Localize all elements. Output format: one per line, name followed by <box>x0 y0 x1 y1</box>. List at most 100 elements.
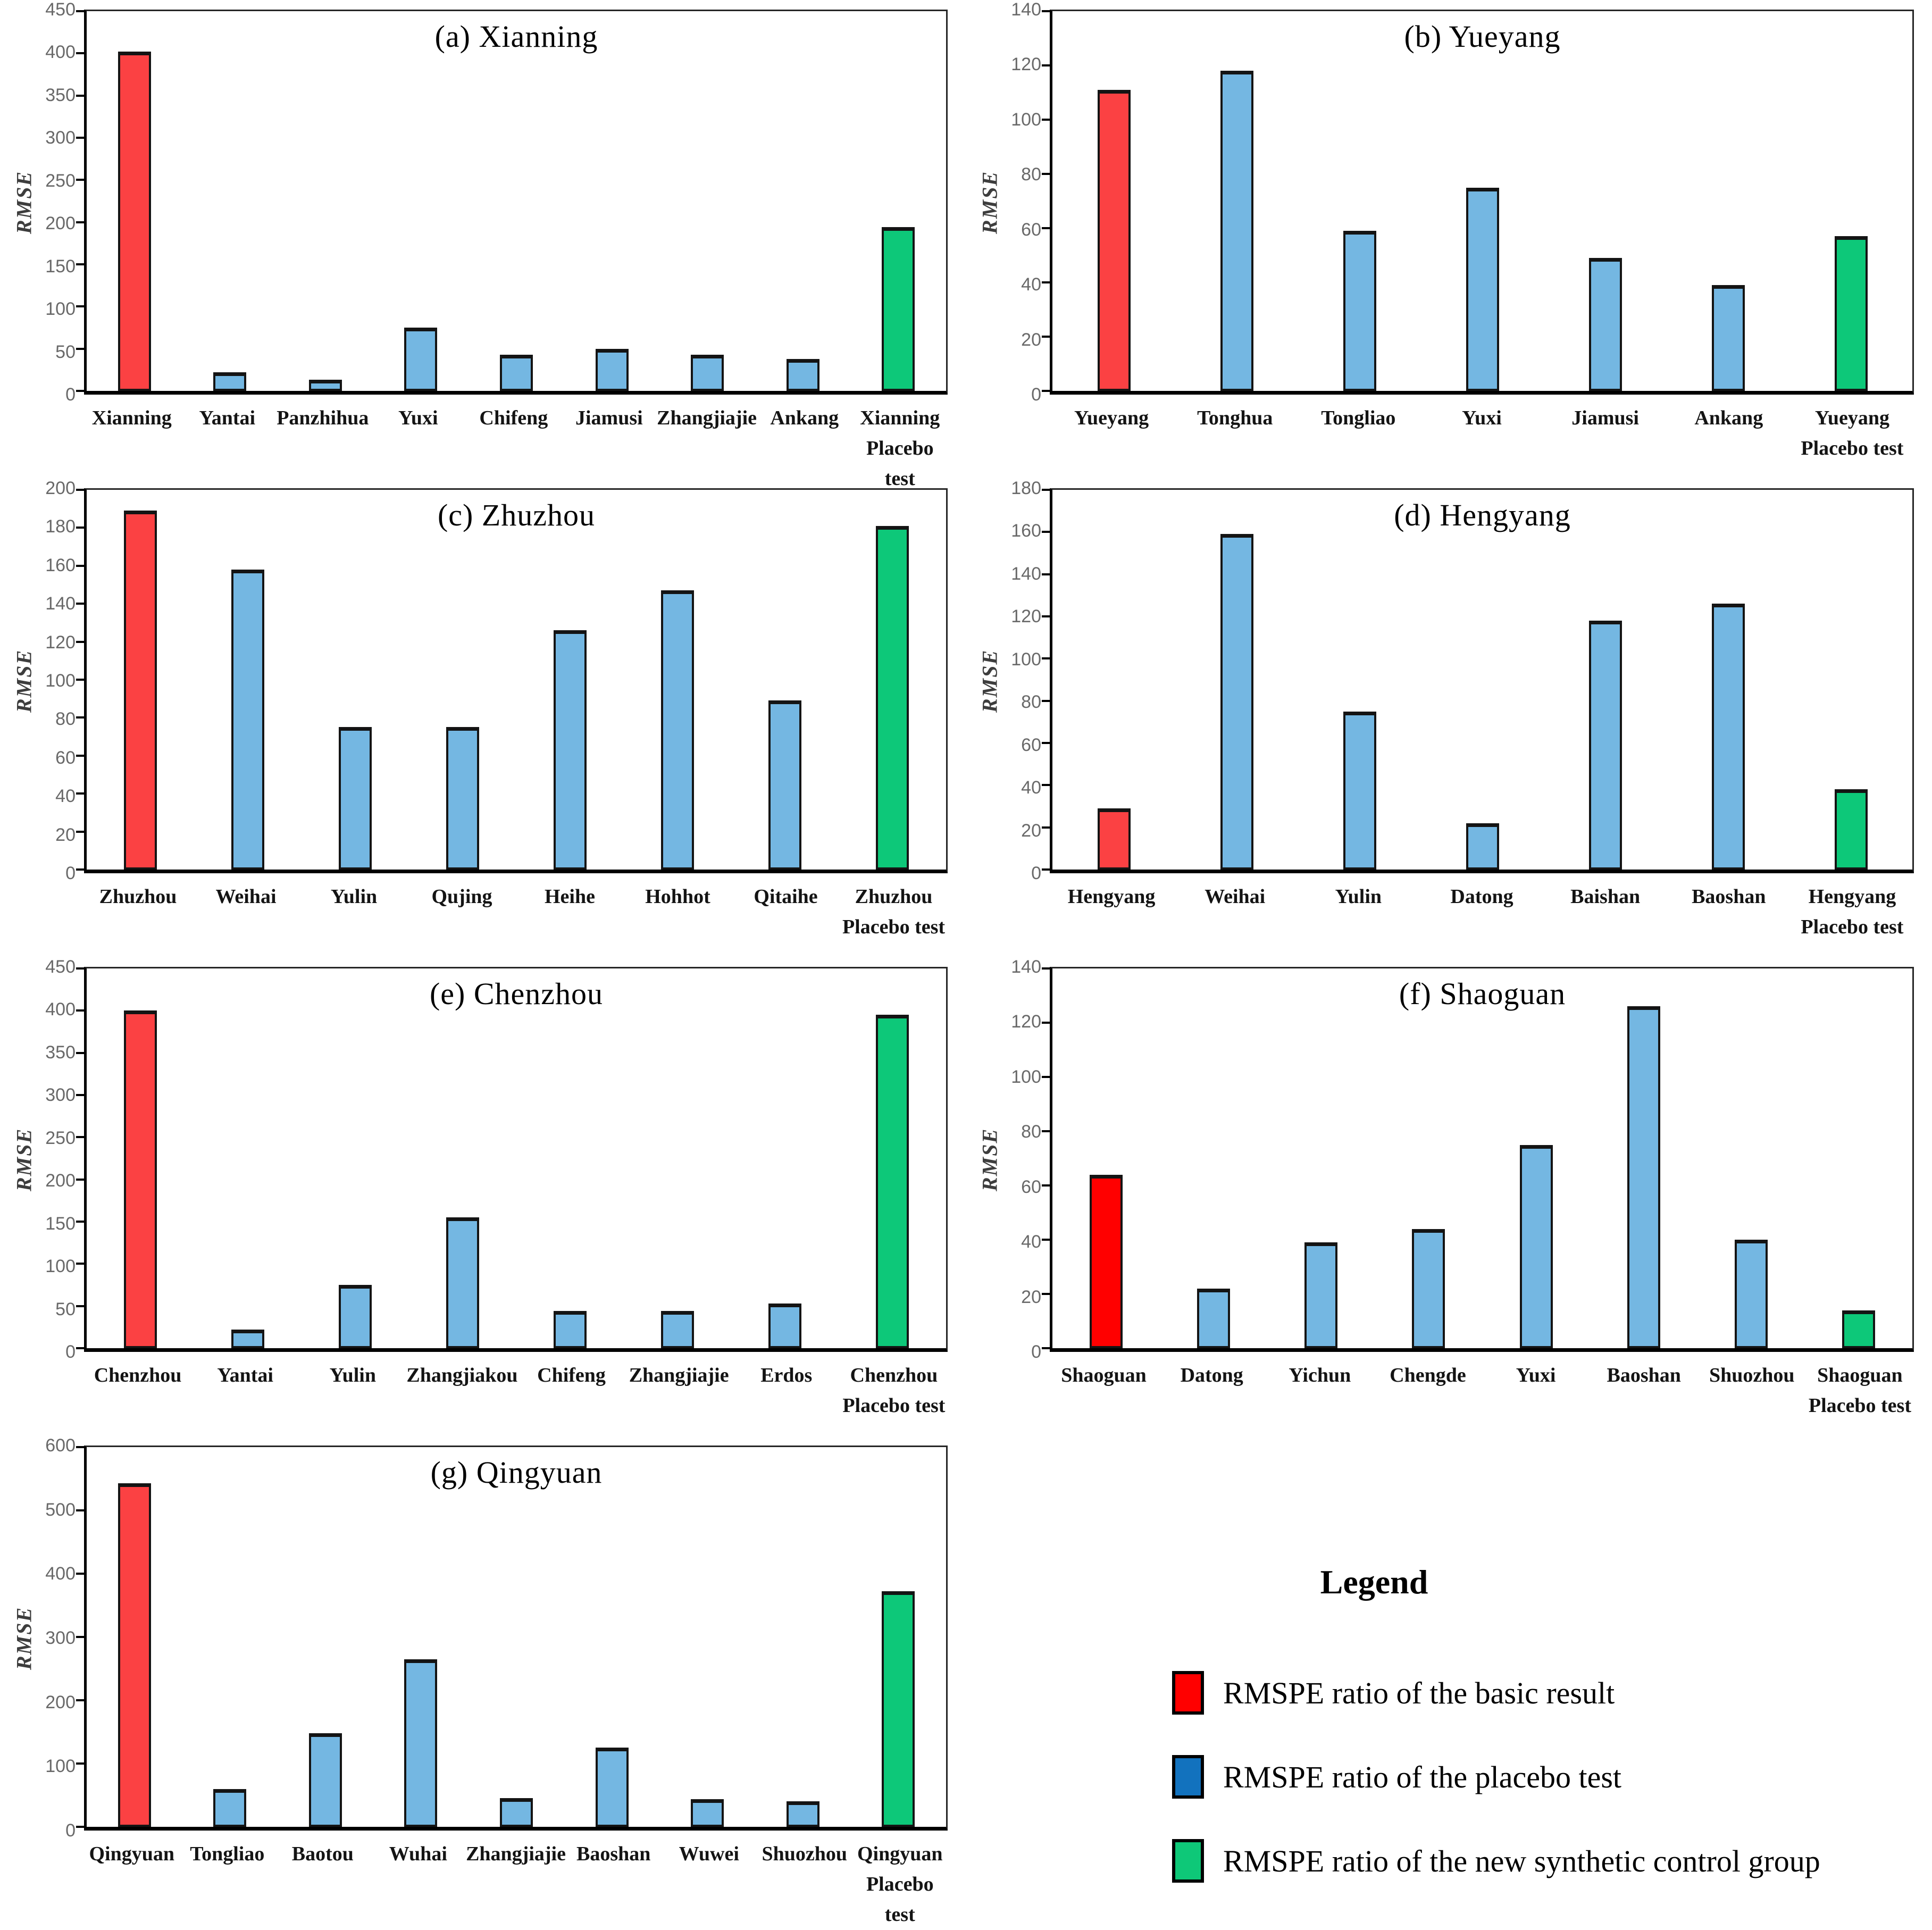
x-category-label: Ankang <box>1694 407 1763 429</box>
y-tick-mark <box>1042 390 1050 392</box>
y-tick-mark <box>1042 868 1050 871</box>
plot-area: (e) Chenzhou <box>76 967 948 1352</box>
bar-slot <box>373 1447 469 1827</box>
x-category-label: Yuxi <box>1462 407 1502 429</box>
x-category-label: Qingyuan Placebo test <box>857 1843 943 1926</box>
y-tick-mark <box>76 1762 84 1765</box>
y-tick-mark <box>1042 1130 1050 1132</box>
bar <box>1343 711 1376 870</box>
y-tick-label: 400 <box>45 999 76 1020</box>
chart-title: (b) Yueyang <box>1404 19 1561 54</box>
bar-slot <box>409 968 516 1348</box>
legend-label-basic: RMSPE ratio of the basic result <box>1223 1675 1615 1710</box>
chart-body: RMSE 0 20 40 60 80 100 120 140 (f) Shaoguan <box>975 958 1914 1361</box>
y-tick-label: 160 <box>1011 521 1041 541</box>
y-tick-label: 80 <box>1021 164 1041 185</box>
y-tick-mark <box>76 830 84 833</box>
chart-title: (a) Xianning <box>434 19 598 54</box>
chart-panel-d: RMSE 0 20 40 60 80 100 120 140 160 180 (d) Hengyang… <box>966 479 1932 957</box>
plot-area: (c) Zhuzhou <box>76 488 948 873</box>
y-tick-label: 0 <box>65 1820 76 1841</box>
x-category-label: Jiamusi <box>575 407 643 429</box>
bar-slot <box>564 1447 660 1827</box>
y-tick-mark <box>1042 967 1050 970</box>
bar <box>446 727 479 870</box>
y-axis-title: RMSE <box>12 1127 36 1191</box>
bar <box>308 1733 342 1827</box>
legend-box: Legend RMSPE ratio of the basic result R… <box>1172 1563 1820 1923</box>
x-category-label: Baishan <box>1570 885 1641 908</box>
bar <box>595 1748 629 1827</box>
bar-slot <box>851 1447 947 1827</box>
y-tick-mark <box>76 1221 84 1223</box>
x-category-label: Zhangjiajie <box>657 407 757 429</box>
chart-panel-b: RMSE 0 20 40 60 80 100 120 140 (b) Yueyang Yueyang… <box>966 0 1932 479</box>
chart-panel-f: RMSE 0 20 40 60 80 100 120 140 (f) Shaoguan Shaogu… <box>966 957 1932 1436</box>
x-category-label: Weihai <box>215 885 277 908</box>
y-axis-title: RMSE <box>977 649 1002 713</box>
chart-body: RMSE 0 20 40 60 80 100 120 140 160 180 (d) Hengyang <box>975 479 1914 882</box>
x-category-label: Baoshan <box>576 1843 651 1865</box>
y-tick-mark <box>76 52 84 55</box>
y-tick-label: 60 <box>1021 734 1041 755</box>
y-tick-mark <box>1042 227 1050 229</box>
x-category-label: Zhuzhou <box>99 885 177 908</box>
y-tick-mark <box>1042 1022 1050 1024</box>
plot-area: (d) Hengyang <box>1042 488 1914 873</box>
bar-slot <box>659 11 755 391</box>
y-tick-label: 120 <box>45 632 76 653</box>
y-tick-label: 100 <box>45 1756 76 1777</box>
bar <box>882 1591 915 1827</box>
y-tick-mark <box>76 1305 84 1307</box>
y-tick-mark <box>76 179 84 181</box>
bar-slot <box>87 1447 182 1827</box>
bar <box>118 1483 151 1827</box>
bar-slot <box>1421 11 1544 391</box>
x-category-label: Erdos <box>760 1364 813 1386</box>
bar <box>124 1010 157 1348</box>
x-category-label: Chenzhou <box>94 1364 182 1386</box>
x-category-label: Datong <box>1450 885 1513 908</box>
bar-slot <box>755 1447 851 1827</box>
y-axis-title: RMSE <box>12 1606 36 1670</box>
y-tick-label: 20 <box>1021 1286 1041 1307</box>
y-tick-mark <box>76 1263 84 1265</box>
x-category-label: Zhuzhou Placebo test <box>842 885 946 938</box>
bar-slot <box>1052 490 1175 870</box>
bar-slot <box>1298 490 1421 870</box>
y-tick-label: 350 <box>45 85 76 105</box>
bar-slot <box>278 11 373 391</box>
bar <box>1090 1174 1123 1348</box>
y-tick-mark <box>76 1094 84 1096</box>
y-axis-title: RMSE <box>12 170 36 234</box>
y-tick-label: 80 <box>1021 692 1041 713</box>
bar-slot <box>731 968 839 1348</box>
bar-slot <box>1805 968 1912 1348</box>
y-tick-mark <box>1042 615 1050 617</box>
bar <box>554 630 587 870</box>
y-tick-mark <box>1042 489 1050 491</box>
plot-area: (b) Yueyang <box>1042 10 1914 395</box>
x-category-label: Hohhot <box>645 885 710 908</box>
y-tick-label: 200 <box>45 213 76 234</box>
bar <box>213 372 247 391</box>
bar-slot <box>1544 490 1667 870</box>
legend-label-placebo: RMSPE ratio of the placebo test <box>1223 1759 1622 1794</box>
y-tick-label: 120 <box>1011 606 1041 627</box>
y-tick-label: 180 <box>45 516 76 537</box>
y-tick-mark <box>1042 742 1050 744</box>
plot-area: (g) Qingyuan <box>76 1446 948 1831</box>
y-tick-label: 0 <box>65 863 76 883</box>
y-tick-label: 50 <box>55 341 76 362</box>
chart-panel-g: RMSE 0 100 200 300 400 500 600 (g) Qingyuan Qingy… <box>0 1436 966 1926</box>
bar-slot <box>373 11 469 391</box>
bar-slot <box>182 1447 278 1827</box>
y-tick-mark <box>1042 10 1050 12</box>
bar <box>446 1217 479 1348</box>
y-axis-title: RMSE <box>977 170 1002 234</box>
x-category-label: Yuxi <box>398 407 438 429</box>
bar-slot <box>1175 490 1298 870</box>
bar <box>1412 1229 1445 1348</box>
bar-slot <box>182 11 278 391</box>
y-tick-mark <box>76 792 84 795</box>
